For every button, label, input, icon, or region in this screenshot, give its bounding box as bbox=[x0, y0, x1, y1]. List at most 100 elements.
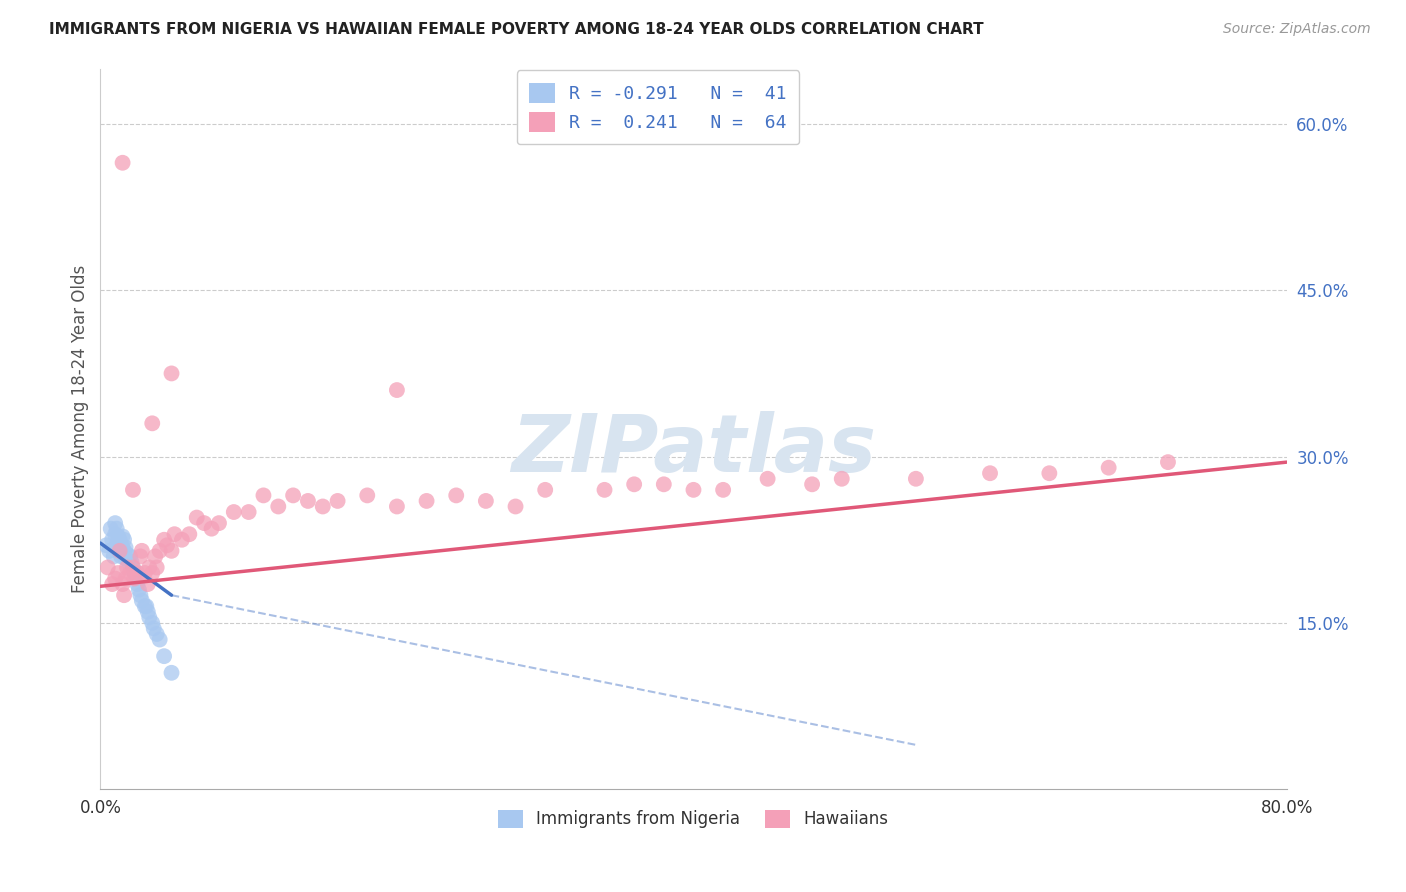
Point bbox=[136, 605, 159, 619]
Point bbox=[142, 622, 165, 636]
Point bbox=[267, 500, 290, 514]
Point bbox=[179, 527, 201, 541]
Point bbox=[505, 500, 527, 514]
Point bbox=[326, 494, 349, 508]
Point bbox=[127, 577, 149, 591]
Point bbox=[756, 472, 779, 486]
Point bbox=[186, 510, 208, 524]
Point bbox=[711, 483, 734, 497]
Point bbox=[297, 494, 319, 508]
Point bbox=[200, 522, 222, 536]
Point bbox=[112, 588, 135, 602]
Point bbox=[112, 544, 135, 558]
Point bbox=[107, 529, 129, 543]
Point bbox=[534, 483, 557, 497]
Point bbox=[114, 551, 136, 566]
Point bbox=[111, 541, 134, 555]
Point bbox=[115, 560, 138, 574]
Point bbox=[385, 383, 408, 397]
Point bbox=[112, 533, 135, 547]
Point bbox=[134, 599, 156, 614]
Point bbox=[114, 572, 136, 586]
Point bbox=[104, 527, 127, 541]
Text: IMMIGRANTS FROM NIGERIA VS HAWAIIAN FEMALE POVERTY AMONG 18-24 YEAR OLDS CORRELA: IMMIGRANTS FROM NIGERIA VS HAWAIIAN FEMA… bbox=[49, 22, 984, 37]
Point bbox=[124, 572, 146, 586]
Point bbox=[143, 549, 166, 564]
Y-axis label: Female Poverty Among 18-24 Year Olds: Female Poverty Among 18-24 Year Olds bbox=[72, 265, 89, 593]
Point bbox=[163, 527, 186, 541]
Point bbox=[979, 467, 1001, 481]
Point bbox=[111, 577, 134, 591]
Point bbox=[593, 483, 616, 497]
Point bbox=[1038, 467, 1060, 481]
Point bbox=[122, 483, 145, 497]
Point bbox=[153, 533, 176, 547]
Point bbox=[136, 577, 159, 591]
Point bbox=[444, 488, 467, 502]
Point bbox=[475, 494, 498, 508]
Point bbox=[101, 577, 124, 591]
Point bbox=[138, 560, 160, 574]
Point bbox=[801, 477, 824, 491]
Point bbox=[105, 538, 128, 552]
Point bbox=[108, 544, 131, 558]
Point bbox=[104, 572, 127, 586]
Point bbox=[118, 549, 141, 564]
Point bbox=[904, 472, 927, 486]
Point bbox=[124, 566, 146, 580]
Point bbox=[153, 649, 176, 664]
Point bbox=[138, 610, 160, 624]
Point bbox=[682, 483, 704, 497]
Point bbox=[129, 588, 152, 602]
Point bbox=[108, 533, 131, 547]
Text: Source: ZipAtlas.com: Source: ZipAtlas.com bbox=[1223, 22, 1371, 37]
Point bbox=[1157, 455, 1180, 469]
Point bbox=[145, 627, 167, 641]
Point bbox=[160, 544, 183, 558]
Point bbox=[149, 544, 172, 558]
Point bbox=[110, 538, 132, 552]
Point bbox=[110, 549, 132, 564]
Point bbox=[129, 549, 152, 564]
Point bbox=[131, 544, 153, 558]
Point bbox=[103, 549, 125, 564]
Point bbox=[100, 522, 122, 536]
Point bbox=[356, 488, 378, 502]
Point bbox=[111, 155, 134, 169]
Point bbox=[312, 500, 335, 514]
Point bbox=[385, 500, 408, 514]
Point bbox=[160, 367, 183, 381]
Point bbox=[135, 599, 157, 614]
Point bbox=[652, 477, 675, 491]
Point bbox=[141, 417, 163, 431]
Point bbox=[121, 555, 143, 569]
Point bbox=[831, 472, 853, 486]
Point bbox=[97, 560, 120, 574]
Point bbox=[238, 505, 260, 519]
Point bbox=[128, 582, 150, 597]
Point bbox=[118, 566, 141, 580]
Point bbox=[252, 488, 274, 502]
Point bbox=[1098, 460, 1121, 475]
Point bbox=[122, 560, 145, 574]
Point bbox=[134, 566, 156, 580]
Point bbox=[114, 541, 136, 555]
Text: ZIPatlas: ZIPatlas bbox=[510, 411, 876, 490]
Point bbox=[115, 547, 138, 561]
Point bbox=[98, 544, 121, 558]
Legend: Immigrants from Nigeria, Hawaiians: Immigrants from Nigeria, Hawaiians bbox=[492, 803, 896, 835]
Point bbox=[105, 522, 128, 536]
Point bbox=[222, 505, 245, 519]
Point bbox=[193, 516, 215, 530]
Point bbox=[281, 488, 304, 502]
Point bbox=[623, 477, 645, 491]
Point bbox=[415, 494, 437, 508]
Point bbox=[131, 593, 153, 607]
Point bbox=[122, 560, 145, 574]
Point bbox=[111, 529, 134, 543]
Point bbox=[160, 665, 183, 680]
Point bbox=[107, 538, 129, 552]
Point bbox=[101, 533, 124, 547]
Point bbox=[170, 533, 193, 547]
Point bbox=[108, 544, 131, 558]
